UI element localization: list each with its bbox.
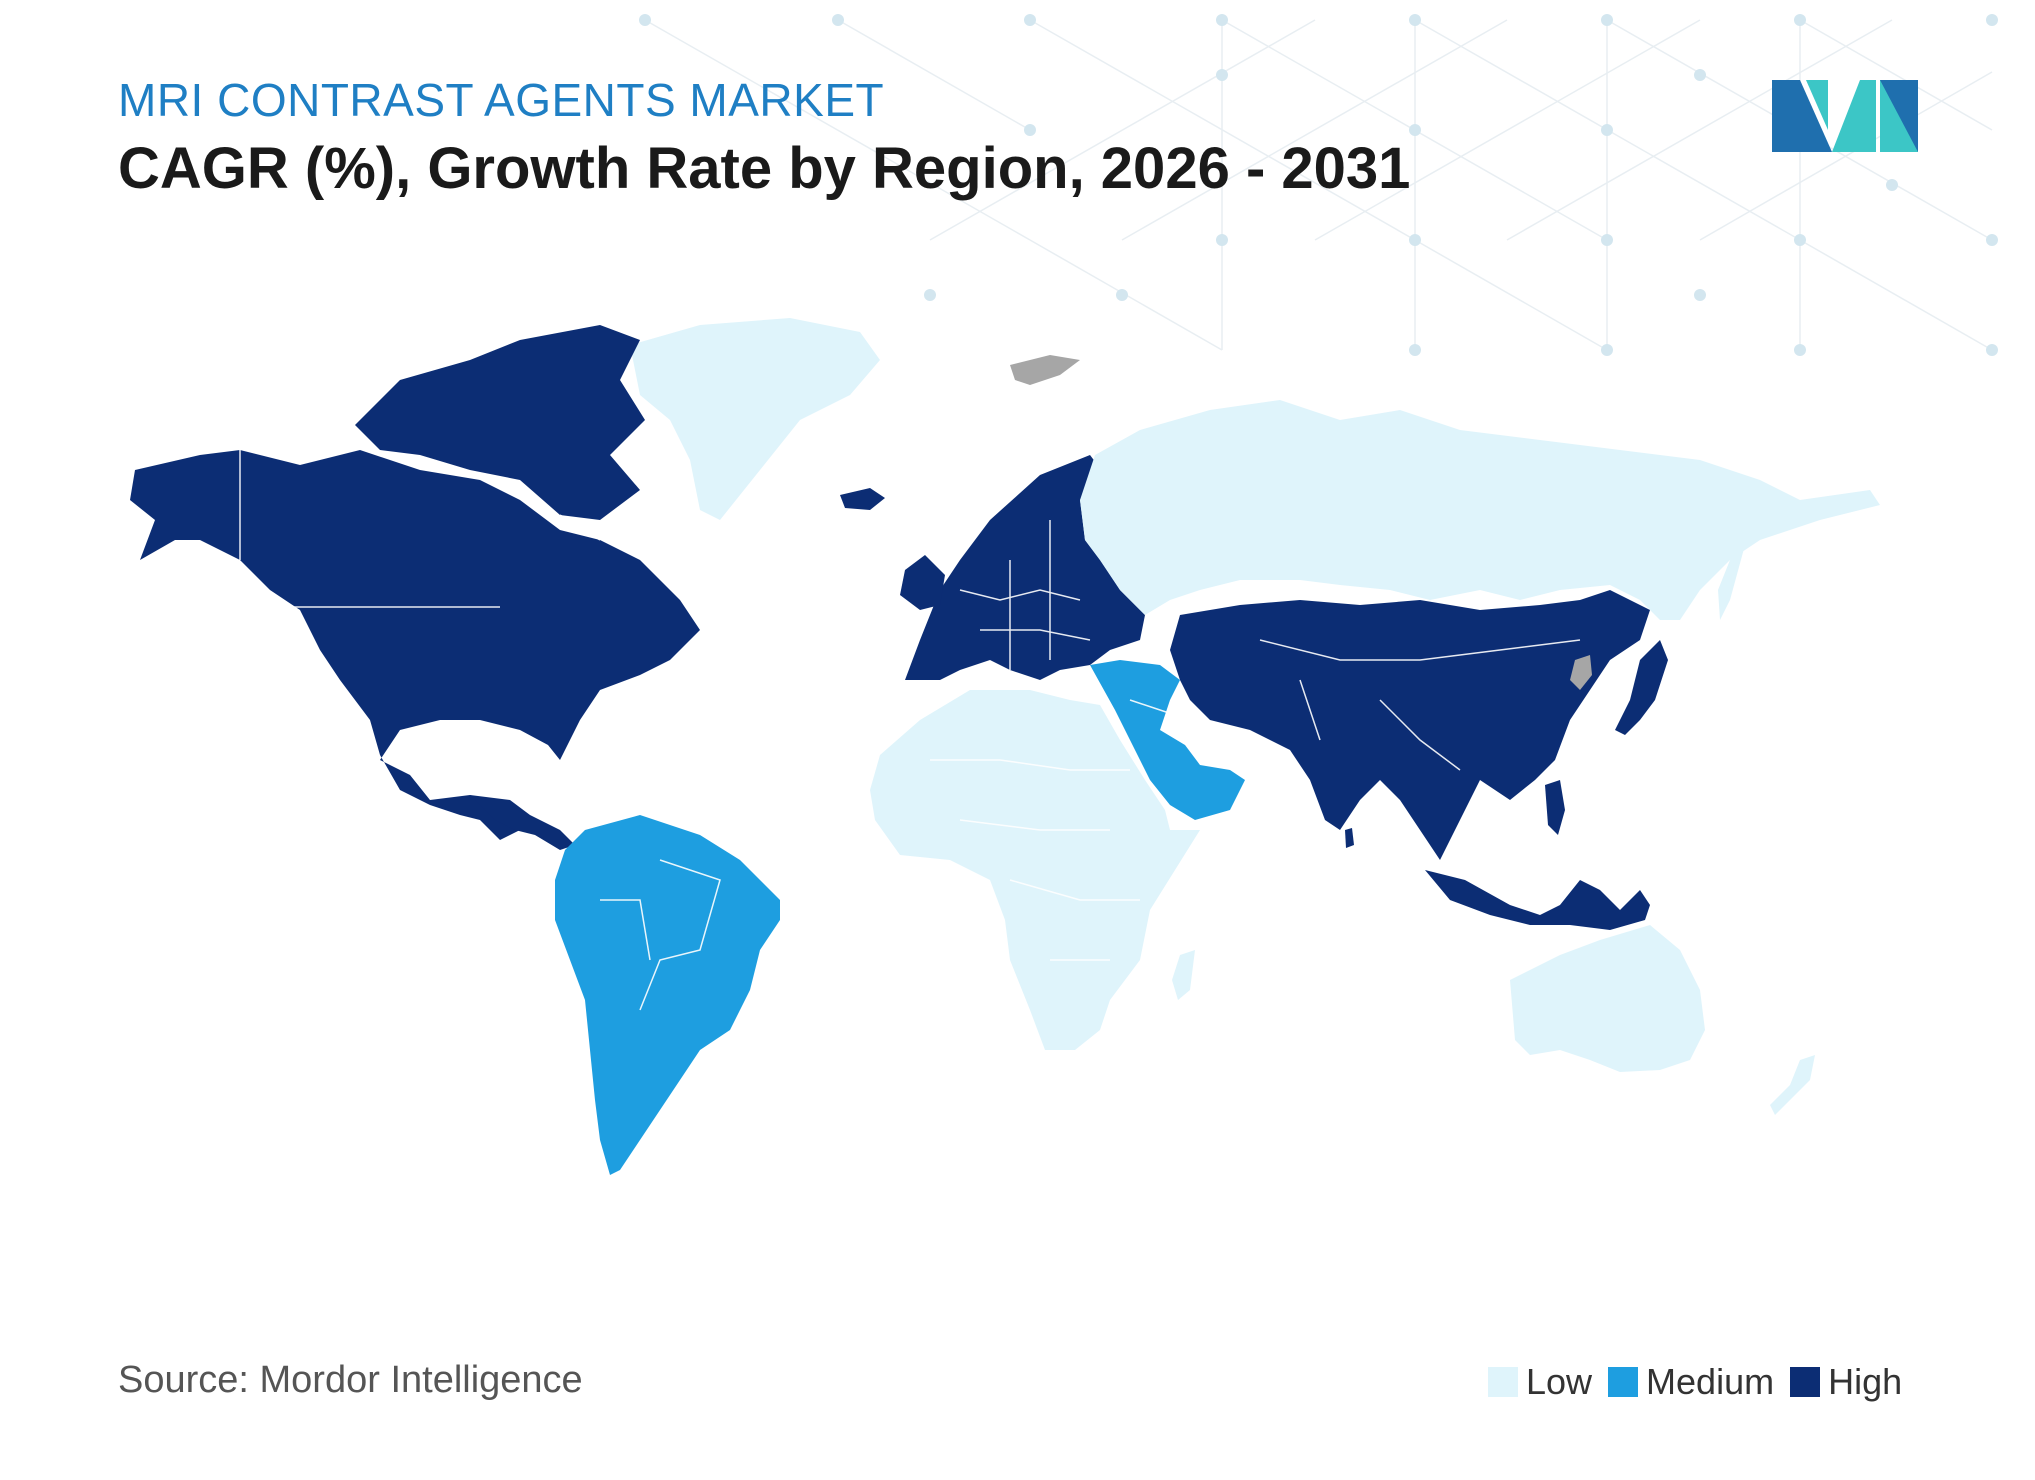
region-uk-ireland [900, 555, 945, 610]
region-southeast-asia [1425, 870, 1650, 930]
region-asia [1170, 590, 1650, 860]
region-canada-arctic [355, 325, 645, 520]
region-north-america [130, 450, 700, 840]
region-greenland [630, 318, 880, 520]
source-note: Source: Mordor Intelligence [118, 1359, 583, 1401]
legend-swatch-low [1488, 1367, 1518, 1397]
region-kamchatka [1718, 545, 1745, 620]
region-north-korea-no-data [1570, 655, 1592, 690]
legend-item-high: High [1790, 1360, 1902, 1404]
legend-swatch-high [1790, 1367, 1821, 1397]
market-subtitle: MRI CONTRAST AGENTS MARKET [118, 74, 885, 126]
region-middle-east [1090, 660, 1245, 820]
region-africa [870, 690, 1200, 1050]
region-europe [905, 455, 1145, 680]
legend-swatch-medium [1608, 1367, 1639, 1397]
chart-header: MRI CONTRAST AGENTS MARKET CAGR (%), Gro… [118, 72, 1410, 204]
region-australia [1510, 925, 1705, 1072]
region-svalbard-no-data [1010, 355, 1080, 385]
region-south-america [555, 815, 780, 1175]
region-philippines [1545, 780, 1565, 835]
region-madagascar [1172, 950, 1195, 1000]
legend-item-medium: Medium [1608, 1360, 1774, 1404]
region-japan [1615, 640, 1668, 735]
legend-label-medium: Medium [1646, 1361, 1775, 1402]
region-russia [1080, 400, 1880, 620]
region-central-america [470, 795, 575, 850]
chart-title: CAGR (%), Growth Rate by Region, 2026 - … [118, 136, 1411, 201]
region-sri-lanka [1345, 828, 1354, 848]
legend-label-high: High [1828, 1361, 1903, 1402]
legend-label-low: Low [1526, 1361, 1593, 1402]
mordor-intelligence-logo [1772, 80, 1918, 152]
region-iceland [840, 488, 885, 510]
legend-item-low: Low [1488, 1360, 1592, 1404]
map-legend: Low Medium High [1488, 1360, 1902, 1404]
region-new-zealand [1770, 1055, 1815, 1115]
